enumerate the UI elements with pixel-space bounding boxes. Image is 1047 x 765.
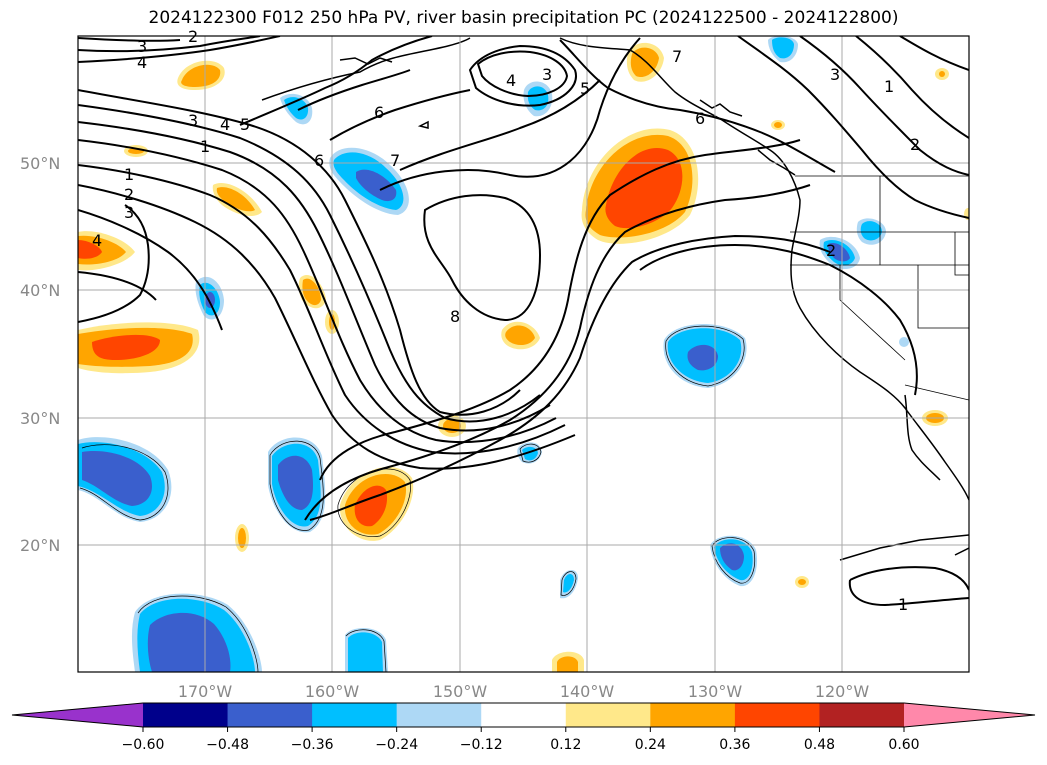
contour-label: 4 bbox=[92, 231, 102, 250]
colorbar-extend-min bbox=[12, 703, 143, 727]
lon-label: 170°W bbox=[178, 682, 233, 701]
lon-label: 140°W bbox=[560, 682, 615, 701]
contour-label: 4 bbox=[137, 53, 147, 72]
longitude-labels: 170°W 160°W 150°W 140°W 130°W 120°W bbox=[178, 682, 870, 701]
contour-label: 4 bbox=[220, 115, 230, 134]
colorbar-extend-max bbox=[904, 703, 1035, 727]
contour-label: 2 bbox=[124, 185, 134, 204]
contour-label: 7 bbox=[672, 47, 682, 66]
colorbar-segment bbox=[396, 703, 482, 727]
contour-label: 3 bbox=[137, 37, 147, 56]
contour-label: 3 bbox=[124, 203, 134, 222]
colorbar-tick-label: −0.60 bbox=[122, 737, 165, 753]
contour-label: 3 bbox=[542, 65, 552, 84]
coastlines bbox=[261, 37, 969, 561]
colorbar-segment bbox=[819, 703, 905, 727]
contour-label: 4 bbox=[506, 71, 516, 90]
colorbar-segment bbox=[481, 703, 567, 727]
map-border bbox=[77, 35, 970, 673]
lat-label: 30°N bbox=[20, 409, 60, 428]
colorbar-segment bbox=[734, 703, 820, 727]
latitude-labels: 50°N 40°N 30°N 20°N bbox=[20, 154, 60, 555]
colorbar-segment bbox=[312, 703, 398, 727]
colorbar-segment bbox=[227, 703, 313, 727]
colorbar-tick-label: −0.48 bbox=[206, 737, 249, 753]
lon-label: 130°W bbox=[688, 682, 743, 701]
colorbar-tick-label: 0.24 bbox=[635, 737, 666, 753]
colorbar-ticks: −0.60 −0.48 −0.36 −0.24 −0.12 0.12 0.24 0.36 0.4… bbox=[122, 727, 920, 753]
colorbar-tick-label: 0.12 bbox=[550, 737, 581, 753]
lat-label: 40°N bbox=[20, 281, 60, 300]
colorbar-segment bbox=[650, 703, 736, 727]
contour-label: 6 bbox=[695, 109, 705, 128]
colorbar-tick-label: 0.36 bbox=[719, 737, 750, 753]
contour-label: 1 bbox=[124, 165, 134, 184]
lat-label: 20°N bbox=[20, 536, 60, 555]
contour-label: 6 bbox=[374, 103, 384, 122]
contour-label: 5 bbox=[240, 115, 250, 134]
contour-label: 7 bbox=[390, 151, 400, 170]
contour-label: 3 bbox=[830, 65, 840, 84]
contour-label: 6 bbox=[314, 151, 324, 170]
colorbar-tick-label: −0.12 bbox=[460, 737, 503, 753]
contour-label: 3 bbox=[188, 111, 198, 130]
precip-shading bbox=[78, 36, 969, 672]
contour-label: 1 bbox=[884, 77, 894, 96]
contour-label: 5 bbox=[580, 79, 590, 98]
contour-label: 8 bbox=[450, 307, 460, 326]
contour-label: 1 bbox=[898, 595, 908, 614]
colorbar bbox=[11, 702, 1036, 728]
lon-label: 150°W bbox=[433, 682, 488, 701]
contour-label: 2 bbox=[910, 135, 920, 154]
map-title: 2024122300 F012 250 hPa PV, river basin … bbox=[148, 8, 899, 28]
colorbar-tick-label: 0.48 bbox=[804, 737, 835, 753]
colorbar-tick-label: 0.60 bbox=[888, 737, 919, 753]
contour-label: 1 bbox=[200, 137, 210, 156]
contour-labels: 3 2 4 3 4 5 1 1 2 3 4 6 6 7 4 3 5 7 6 8 … bbox=[92, 27, 920, 614]
lon-label: 120°W bbox=[815, 682, 870, 701]
colorbar-tick-label: −0.36 bbox=[291, 737, 334, 753]
lat-label: 50°N bbox=[20, 154, 60, 173]
colorbar-segment bbox=[143, 703, 229, 727]
lon-label: 160°W bbox=[305, 682, 360, 701]
colorbar-tick-label: −0.24 bbox=[375, 737, 418, 753]
map-area bbox=[78, 36, 969, 672]
contour-label: 2 bbox=[826, 241, 836, 260]
colorbar-segment bbox=[565, 703, 651, 727]
pv-contours bbox=[78, 36, 969, 607]
contour-label: 2 bbox=[188, 27, 198, 46]
